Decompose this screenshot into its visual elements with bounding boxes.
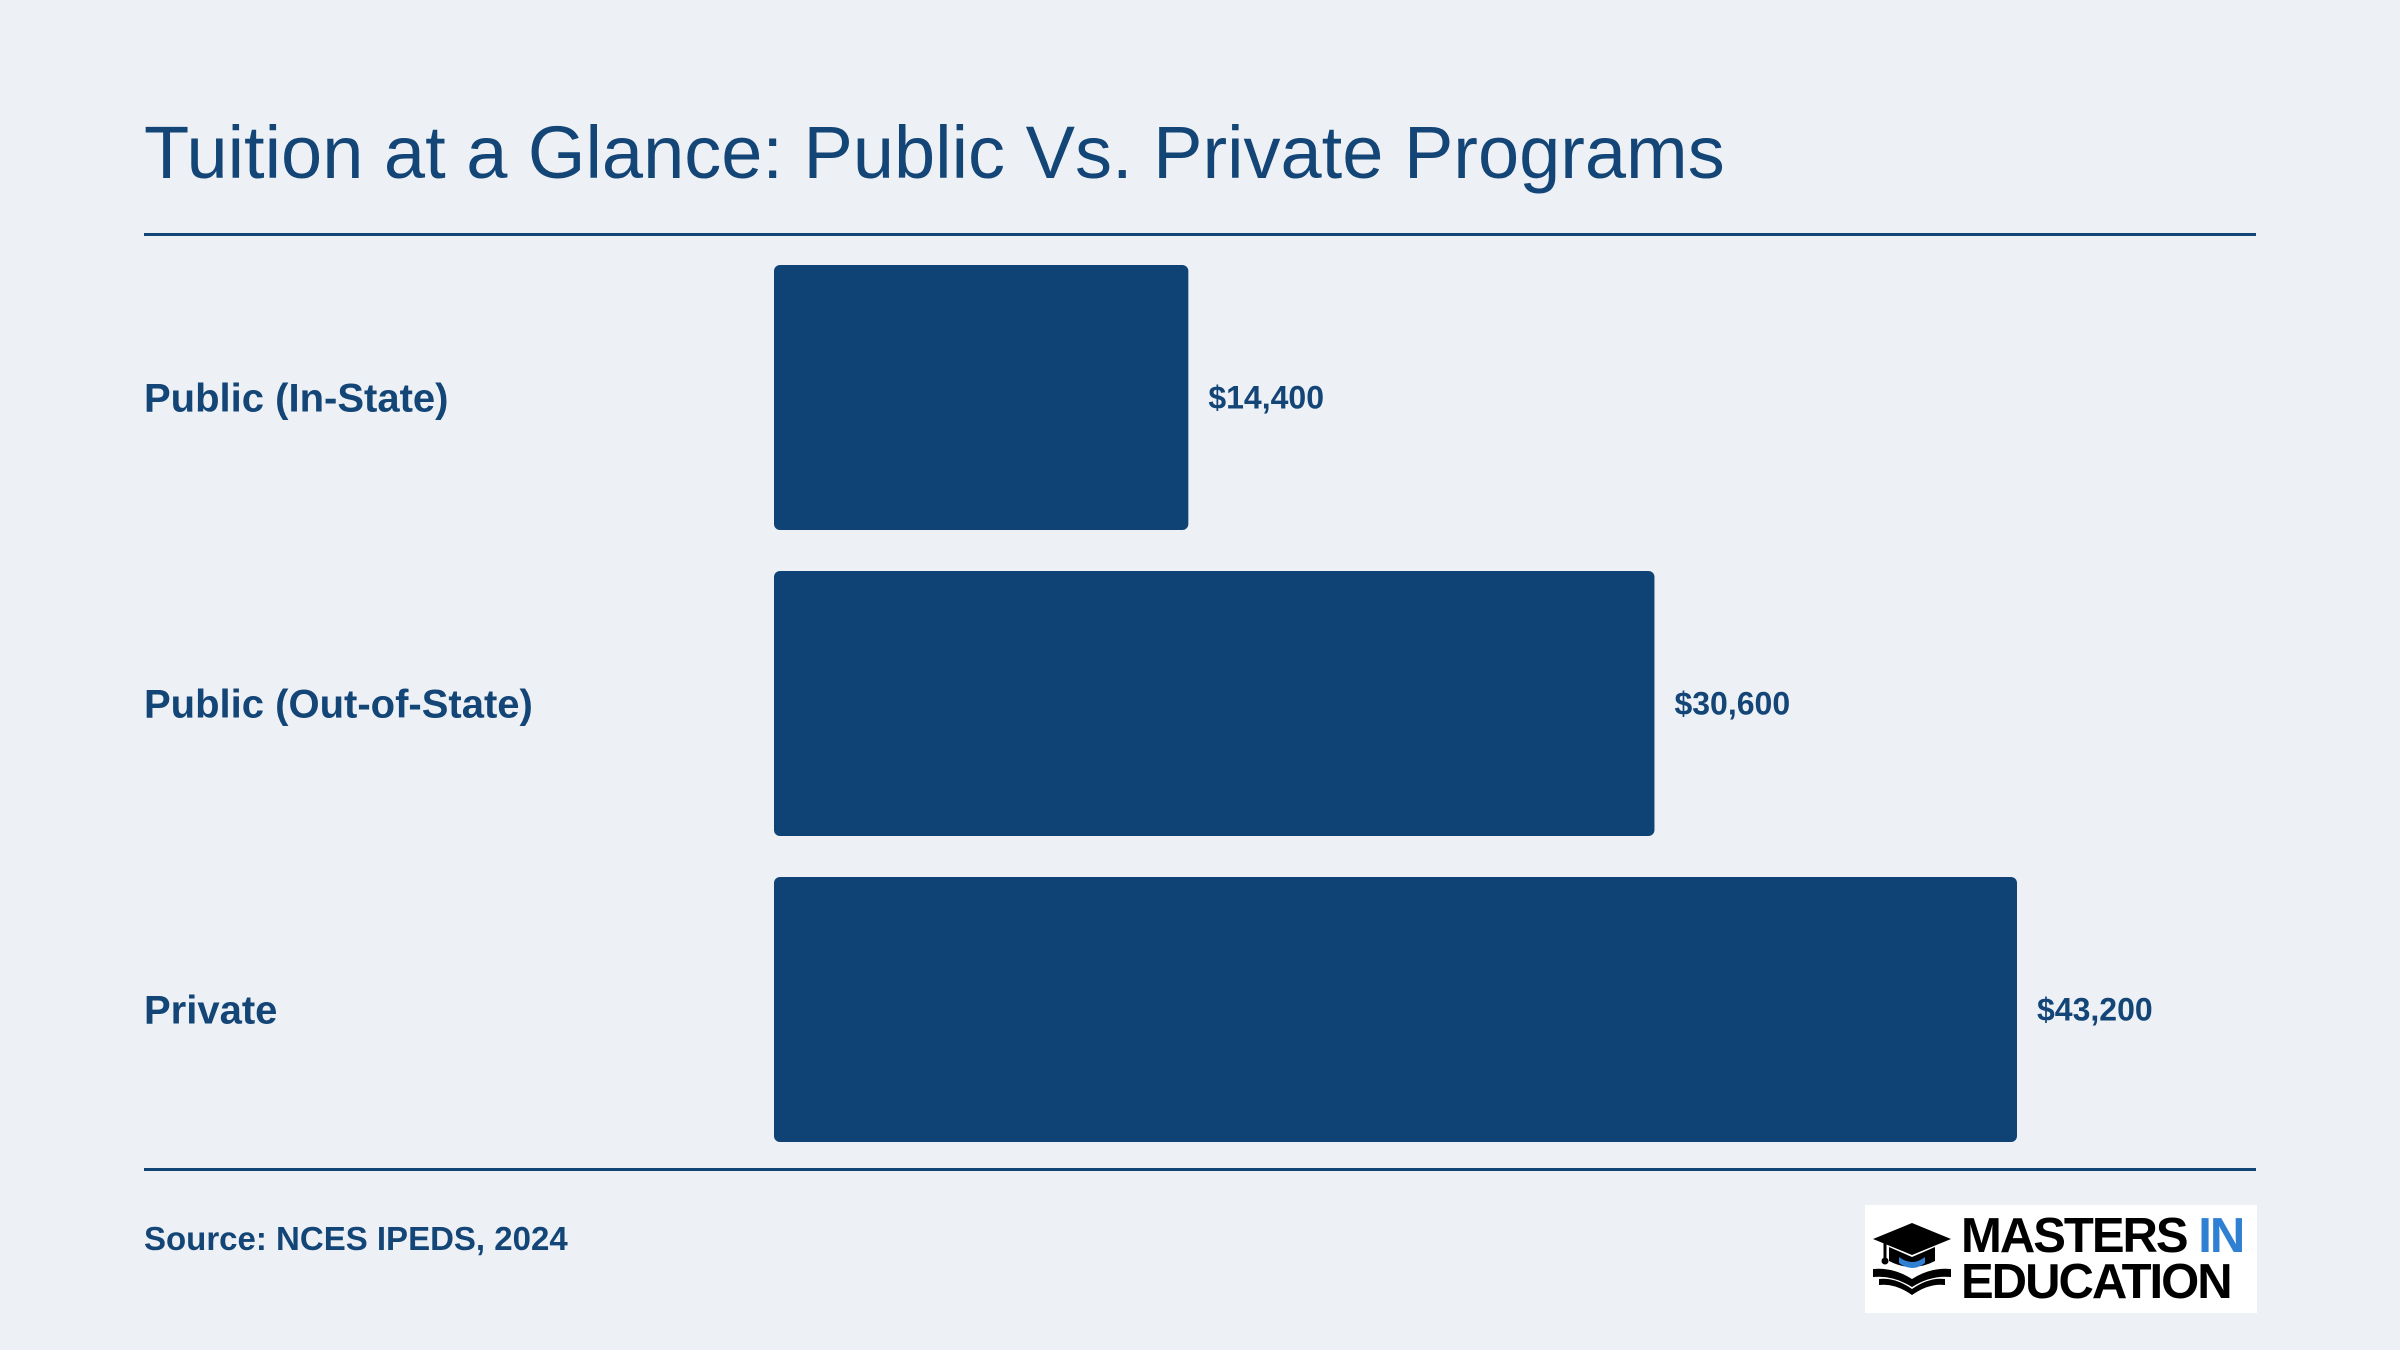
source-note: Source: NCES IPEDS, 2024 <box>144 1220 568 1257</box>
category-label: Private <box>144 989 277 1033</box>
graduation-cap-book-icon <box>1873 1223 1951 1295</box>
value-label: $43,200 <box>2037 992 2153 1028</box>
value-label: $30,600 <box>1674 686 1790 722</box>
category-label: Public (In-State) <box>144 377 448 421</box>
bar <box>774 571 1655 836</box>
bottom-divider <box>144 1168 2256 1171</box>
top-divider <box>144 233 2256 236</box>
bar <box>774 265 1189 530</box>
logo-line-2: EDUCATION <box>1961 1255 2233 1309</box>
bar <box>774 877 2017 1142</box>
masters-in-education-logo: MASTERS IN EDUCATION <box>1865 1205 2257 1313</box>
category-label: Public (Out-of-State) <box>144 683 533 727</box>
logo-line-1: MASTERS IN <box>1961 1209 2245 1263</box>
page-title: Tuition at a Glance: Public Vs. Private … <box>144 111 1725 194</box>
value-label: $14,400 <box>1208 380 1324 416</box>
